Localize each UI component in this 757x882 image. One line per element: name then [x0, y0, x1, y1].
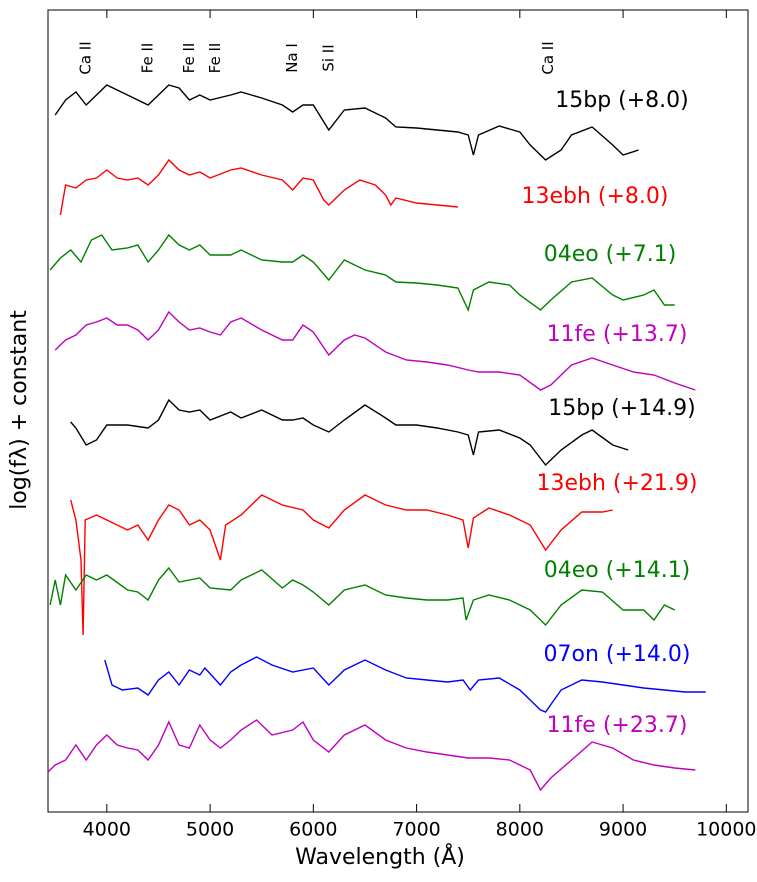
x-tick-label: 6000 — [289, 819, 337, 841]
spectrum — [49, 233, 675, 313]
y-axis-label: log(fλ) + constant — [7, 310, 32, 510]
x-tick-label: 8000 — [496, 819, 544, 841]
line-id: Fe II — [139, 43, 157, 74]
series-label: 15bp (+8.0) — [555, 88, 689, 113]
line-id: Fe II — [206, 43, 224, 74]
x-tick-label: 5000 — [186, 819, 234, 841]
spectrum — [59, 158, 458, 216]
spectrum — [70, 398, 629, 467]
line-id: Ca II — [539, 41, 557, 74]
series-label: 15bp (+14.9) — [548, 396, 696, 421]
line-id: Si II — [319, 44, 337, 71]
spectrum — [49, 566, 676, 627]
line-id: Fe II — [180, 43, 198, 74]
series-label: 13ebh (+21.9) — [536, 471, 697, 496]
x-tick-label: 7000 — [392, 819, 440, 841]
spectrum — [54, 84, 639, 161]
spectrum — [104, 656, 706, 713]
x-tick-label: 4000 — [83, 819, 131, 841]
series-label: 11fe (+13.7) — [547, 322, 688, 347]
x-tick-label: 10000 — [696, 819, 756, 841]
line-id: Ca II — [77, 41, 95, 74]
spectrum — [47, 719, 696, 792]
line-id: Na I — [283, 43, 301, 73]
x-tick-label: 9000 — [599, 819, 647, 841]
series-label: 04eo (+7.1) — [544, 242, 677, 267]
series-label: 04eo (+14.1) — [544, 558, 691, 583]
spectrum — [54, 310, 696, 391]
spectrum — [70, 494, 613, 636]
plot-frame — [47, 9, 749, 813]
series-label: 07on (+14.0) — [544, 642, 691, 667]
series-label: 11fe (+23.7) — [547, 713, 688, 738]
series-label: 13ebh (+8.0) — [521, 184, 668, 209]
x-axis-label: Wavelength (Å) — [295, 843, 465, 870]
